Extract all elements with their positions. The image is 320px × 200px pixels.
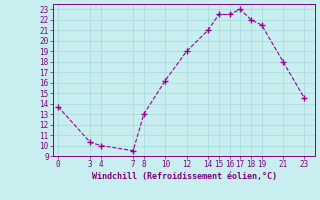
- X-axis label: Windchill (Refroidissement éolien,°C): Windchill (Refroidissement éolien,°C): [92, 172, 276, 181]
